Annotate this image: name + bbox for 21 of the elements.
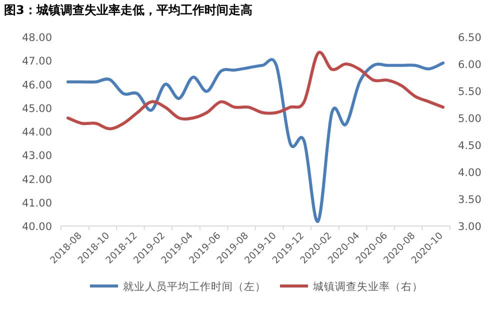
- y2-tick-label: 5.00: [458, 113, 482, 125]
- y2-tick-label: 4.00: [458, 167, 482, 179]
- title: 图3：城镇调查失业率走低，平均工作时间走高: [4, 3, 252, 17]
- legend-label: 就业人员平均工作时间（左）: [123, 280, 266, 293]
- y2-tick-label: 3.00: [458, 221, 482, 233]
- y-tick-label: 40.00: [22, 221, 52, 233]
- y-tick-label: 43.00: [22, 150, 52, 162]
- y2-tick-label: 6.00: [458, 59, 482, 71]
- y2-tick-label: 5.50: [458, 86, 482, 98]
- y2-tick-label: 6.50: [458, 32, 482, 44]
- y2-tick-label: 4.50: [458, 140, 482, 152]
- y-tick-label: 47.00: [22, 56, 52, 68]
- y-tick-label: 48.00: [22, 32, 52, 44]
- line-series: [66, 50, 445, 130]
- y-tick-label: 42.00: [22, 174, 52, 186]
- y-tick-label: 46.00: [22, 79, 52, 92]
- y-tick-label: 45.00: [22, 102, 52, 115]
- y2-tick-label: 3.50: [458, 194, 482, 206]
- y-tick-label: 44.00: [22, 126, 52, 138]
- legend-label: 城镇调查失业率（右）: [312, 280, 423, 293]
- y-tick-label: 41.00: [22, 197, 52, 210]
